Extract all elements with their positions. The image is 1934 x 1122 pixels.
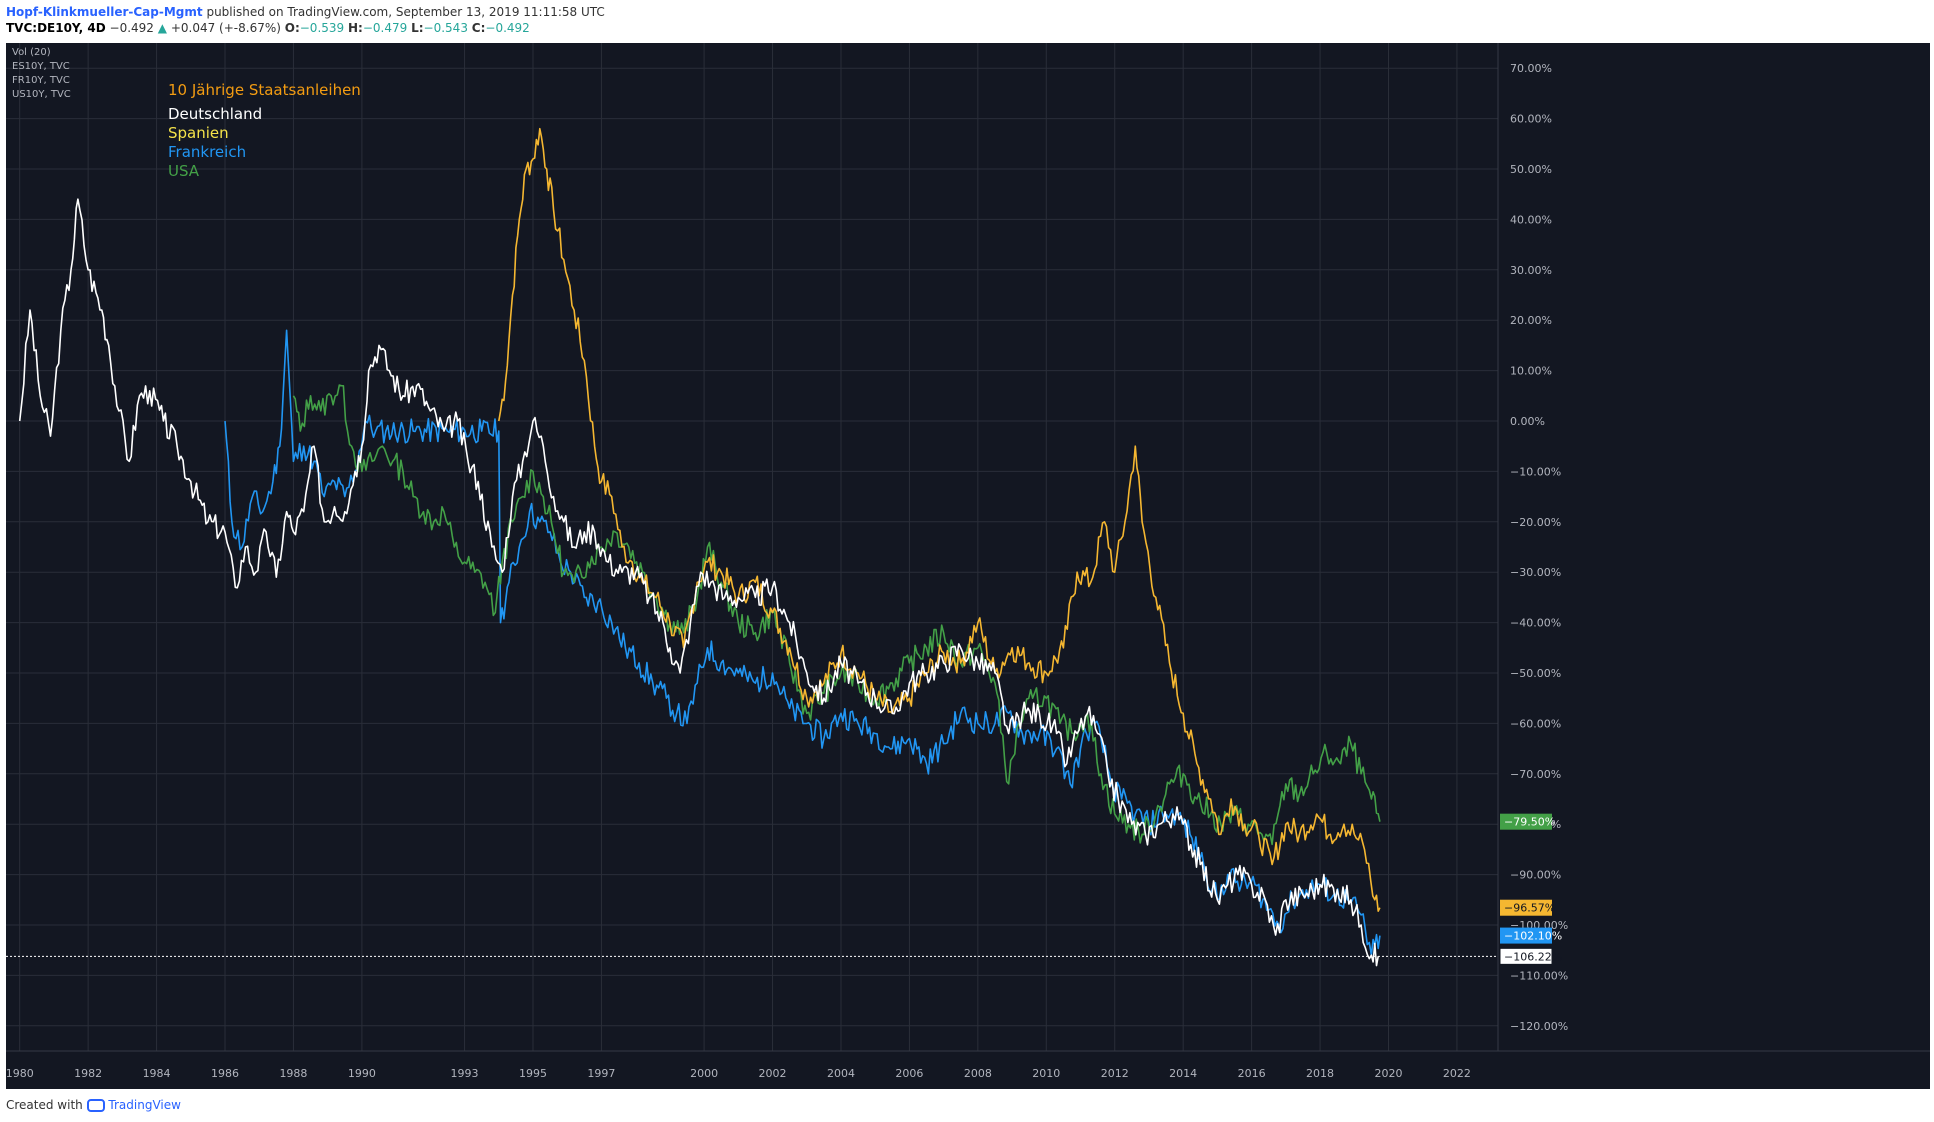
series-line-deutschland xyxy=(18,198,1379,967)
x-tick-label: 1990 xyxy=(348,1067,376,1080)
tradingview-logo-icon xyxy=(86,1099,105,1112)
grid xyxy=(6,43,1930,1052)
y-tick-label: −70.00% xyxy=(1510,768,1561,781)
x-tick-label: 2020 xyxy=(1374,1067,1402,1080)
x-tick-label: 1997 xyxy=(587,1067,615,1080)
chart-header: Hopf-Klinkmueller-Cap-Mgmt published on … xyxy=(6,2,605,38)
tradingview-link[interactable]: TradingView xyxy=(108,1098,181,1112)
legend: 10 Jährige Staatsanleihen DeutschlandSpan… xyxy=(168,81,361,180)
y-tick-label: −90.00% xyxy=(1510,869,1561,882)
footer: Created with TradingView xyxy=(6,1098,181,1112)
publish-info: published on TradingView.com, September … xyxy=(206,5,605,19)
high-label: H: xyxy=(348,21,363,35)
y-tick-label: 20.00% xyxy=(1510,314,1552,327)
y-tick-label: −10.00% xyxy=(1510,465,1561,478)
ohlc-line: TVC:DE10Y, 4D −0.492 ▲ +0.047 (+-8.67%) … xyxy=(6,18,605,38)
legend-item: Spanien xyxy=(168,124,229,142)
y-tick-label: 60.00% xyxy=(1510,113,1552,126)
last-value-label: −79.50% xyxy=(1504,816,1555,829)
low-value: −0.543 xyxy=(423,21,468,35)
legend-item: USA xyxy=(168,162,200,180)
x-tick-label: 2006 xyxy=(895,1067,923,1080)
close-label: C: xyxy=(471,21,486,35)
legend-item: Frankreich xyxy=(168,143,246,161)
high-value: −0.479 xyxy=(362,21,408,35)
series-line-frankreich xyxy=(224,329,1381,956)
indicator-label: Vol (20) xyxy=(12,47,51,58)
chart-title: 10 Jährige Staatsanleihen xyxy=(168,81,361,99)
time-axis: 1980 1982 1984 1986 1988 1990 1993 1995 1997 2000… xyxy=(6,1067,1471,1080)
x-tick-label: 2016 xyxy=(1238,1067,1266,1080)
indicator-list: Vol (20) ES10Y, TVC FR10Y, TVC US10Y, TVC xyxy=(12,47,71,100)
last-value-badge xyxy=(1500,927,1552,944)
x-tick-label: 1986 xyxy=(211,1067,239,1080)
x-tick-label: 1982 xyxy=(74,1067,102,1080)
y-tick-label: −50.00% xyxy=(1510,667,1561,680)
chart-pane[interactable]: 70.00% 60.00% 50.00% 40.00% 30.00% 20.00% 10.0… xyxy=(6,43,1930,1089)
y-tick-label: 70.00% xyxy=(1510,62,1552,75)
y-tick-label: −20.00% xyxy=(1510,516,1561,529)
created-with-label: Created with xyxy=(6,1098,83,1112)
x-tick-label: 2018 xyxy=(1306,1067,1334,1080)
chart-svg[interactable]: 70.00% 60.00% 50.00% 40.00% 30.00% 20.00% 10.0… xyxy=(6,43,1930,1089)
last-value-badge xyxy=(1499,947,1553,965)
y-tick-label: −30.00% xyxy=(1510,566,1561,579)
x-tick-label: 2004 xyxy=(827,1067,855,1080)
y-tick-label: 40.00% xyxy=(1510,213,1552,226)
y-tick-label: −120.00% xyxy=(1510,1020,1568,1033)
low-label: L: xyxy=(411,21,424,35)
x-tick-label: 1995 xyxy=(519,1067,547,1080)
x-tick-label: 1993 xyxy=(451,1067,479,1080)
x-tick-label: 1988 xyxy=(279,1067,307,1080)
x-tick-label: 2008 xyxy=(964,1067,992,1080)
open-value: −0.539 xyxy=(299,21,345,35)
series-line-spanien xyxy=(498,127,1381,912)
x-tick-label: 2012 xyxy=(1101,1067,1129,1080)
symbol-label[interactable]: TVC:DE10Y, 4D xyxy=(6,21,106,35)
author-link[interactable]: Hopf-Klinkmueller-Cap-Mgmt xyxy=(6,5,203,19)
y-tick-label: 30.00% xyxy=(1510,264,1552,277)
price-axis: 70.00% 60.00% 50.00% 40.00% 30.00% 20.00% 10.0… xyxy=(1499,62,1568,1033)
indicator-label: FR10Y, TVC xyxy=(12,75,70,86)
last-value-badge xyxy=(1500,813,1552,830)
legend-item: Deutschland xyxy=(168,105,262,123)
y-tick-label: −60.00% xyxy=(1510,717,1561,730)
x-tick-label: 2014 xyxy=(1169,1067,1197,1080)
close-value: −0.492 xyxy=(485,21,530,35)
series-line-usa xyxy=(292,384,1381,846)
x-tick-label: 2022 xyxy=(1443,1067,1471,1080)
last-value-badge xyxy=(1500,899,1552,916)
last-value-label: −106.22% xyxy=(1504,950,1562,963)
up-arrow-icon: ▲ xyxy=(157,21,167,35)
y-tick-label: 50.00% xyxy=(1510,163,1552,176)
last-value-label: −96.57% xyxy=(1504,902,1555,915)
indicator-label: US10Y, TVC xyxy=(12,89,71,100)
y-tick-label: 10.00% xyxy=(1510,365,1552,378)
x-tick-label: 2000 xyxy=(690,1067,718,1080)
y-tick-label: −40.00% xyxy=(1510,617,1561,630)
publish-line: Hopf-Klinkmueller-Cap-Mgmt published on … xyxy=(6,2,605,22)
x-tick-label: 1984 xyxy=(143,1067,171,1080)
x-tick-label: 1980 xyxy=(6,1067,34,1080)
change-value: +0.047 (+-8.67%) xyxy=(170,21,281,35)
y-tick-label: −110.00% xyxy=(1510,969,1568,982)
series-lines xyxy=(18,127,1381,967)
last-value-label: −102.10% xyxy=(1504,930,1562,943)
indicator-label: ES10Y, TVC xyxy=(12,61,70,72)
y-tick-label: 0.00% xyxy=(1510,415,1545,428)
open-label: O: xyxy=(284,21,300,35)
last-value: −0.492 xyxy=(109,21,154,35)
x-tick-label: 2010 xyxy=(1032,1067,1060,1080)
x-tick-label: 2002 xyxy=(759,1067,787,1080)
